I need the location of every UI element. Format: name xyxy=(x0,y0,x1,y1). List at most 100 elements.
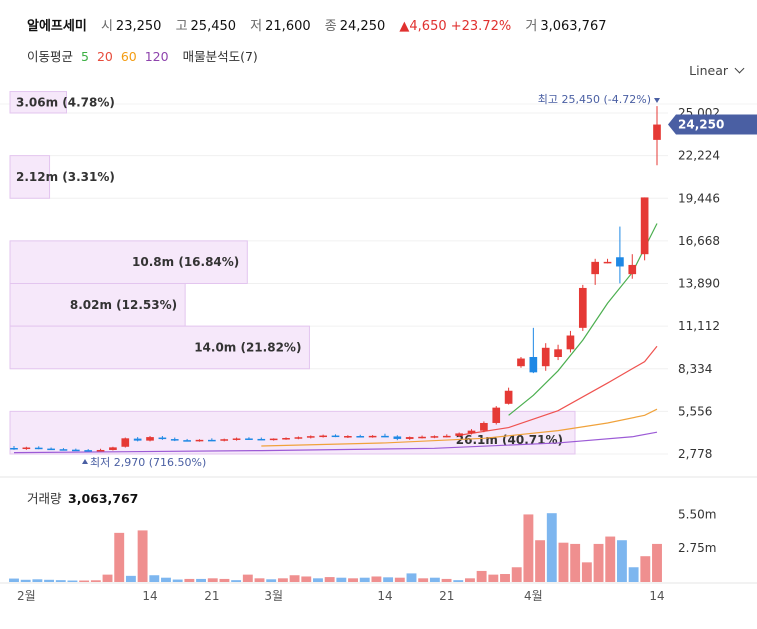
volume-bar xyxy=(44,579,55,582)
candle-body xyxy=(344,436,352,438)
current-price-tag xyxy=(668,114,757,135)
volume-bar xyxy=(535,540,546,582)
volume-bar xyxy=(313,578,323,582)
candle-body xyxy=(269,438,278,441)
volume-bar xyxy=(231,580,242,582)
volume-bar xyxy=(114,532,125,582)
ma120-line xyxy=(13,431,658,454)
min-price-marker xyxy=(82,459,88,464)
stock-name: 알에프세미 xyxy=(27,19,87,34)
candle-body xyxy=(356,436,365,438)
low-label: 저 xyxy=(250,19,263,34)
volume-bar xyxy=(546,513,557,582)
candle-body xyxy=(455,433,463,436)
candle-body xyxy=(170,439,179,441)
candle-body xyxy=(331,435,340,438)
ma20-line xyxy=(459,345,658,436)
volume-bar xyxy=(476,570,487,582)
candle-body xyxy=(146,437,154,441)
candle-body xyxy=(294,437,303,439)
volume-bar xyxy=(558,542,569,582)
candle-body xyxy=(554,349,562,357)
price-tick-label: 5,556 xyxy=(678,404,712,418)
max-price-label: 최고 25,450 (-4.72%) xyxy=(538,93,651,106)
volume-bar xyxy=(9,578,19,582)
volume-profile-bar xyxy=(9,155,51,199)
candle-body xyxy=(578,287,587,328)
ma120-label[interactable]: 120 xyxy=(144,49,169,64)
candle-body xyxy=(616,257,624,267)
volume-bar xyxy=(453,580,464,582)
candle-body xyxy=(47,448,55,451)
x-tick-label: 21 xyxy=(439,589,454,603)
candle-body xyxy=(232,438,241,440)
volume-bar xyxy=(55,580,66,582)
candle-body xyxy=(504,390,513,404)
volume-bar xyxy=(464,578,475,582)
x-tick-label: 14 xyxy=(377,589,392,603)
candle-body xyxy=(319,435,327,438)
candle-body xyxy=(195,439,204,442)
volume-label: 거 xyxy=(525,19,538,34)
candle-body xyxy=(245,438,253,440)
volume-bar xyxy=(242,574,253,582)
volume-profile-toggle[interactable]: 매물분석도(7) xyxy=(182,49,258,64)
candle-body xyxy=(158,437,167,440)
x-tick-label: 14 xyxy=(649,589,664,603)
volume-tick-label: 2.75m xyxy=(678,541,716,555)
candle-body xyxy=(208,439,216,442)
candle-body xyxy=(517,358,525,367)
moving-average-legend[interactable]: 이동평균 5 20 60 120 매물분석도(7) xyxy=(27,46,262,65)
price-tick-label: 22,224 xyxy=(678,149,720,163)
min-price-label: 최저 2,970 (716.50%) xyxy=(90,456,206,469)
volume-panel-value: 3,063,767 xyxy=(68,491,138,506)
volume-bar xyxy=(605,536,616,582)
candle-body xyxy=(640,197,649,255)
volume-bar xyxy=(429,577,440,582)
volume-profile-label: 3.06m (4.78%) xyxy=(16,95,115,109)
ma20-label[interactable]: 20 xyxy=(96,49,113,64)
candle-body xyxy=(84,450,93,452)
open-value: 23,250 xyxy=(115,19,162,34)
volume-bar xyxy=(67,580,78,582)
volume-bar xyxy=(79,580,90,582)
price-tick-label: 8,334 xyxy=(678,362,712,376)
change-value: ▲4,650 xyxy=(399,19,447,34)
volume-bar xyxy=(640,556,651,582)
x-tick-label: 2월 xyxy=(17,589,36,603)
volume-bar xyxy=(652,543,662,582)
volume-profile-bar xyxy=(9,283,186,327)
ma60-line xyxy=(261,408,658,447)
scale-value: Linear xyxy=(689,63,728,78)
candle-body xyxy=(121,438,130,447)
volume-bar xyxy=(406,573,417,582)
candle-body xyxy=(10,447,18,450)
candle-body xyxy=(541,347,550,367)
volume-bar xyxy=(500,574,510,582)
candle-body xyxy=(71,449,80,452)
volume-bar xyxy=(172,579,183,582)
volume-bar xyxy=(570,543,581,582)
high-value: 25,450 xyxy=(190,19,237,34)
volume-bar xyxy=(20,579,31,582)
candle-body xyxy=(529,356,538,373)
candle-body xyxy=(591,261,600,275)
candle-body xyxy=(183,440,191,442)
candle-body xyxy=(430,436,439,438)
volume-profile-label: 2.12m (3.31%) xyxy=(16,170,115,184)
candle-body xyxy=(628,264,637,275)
ma60-label[interactable]: 60 xyxy=(120,49,137,64)
volume-bar xyxy=(219,578,230,582)
candle-body xyxy=(480,422,488,431)
candle-body xyxy=(109,447,117,450)
volume-profile-bar xyxy=(9,91,67,114)
volume-bar xyxy=(593,543,604,582)
max-price-marker xyxy=(654,98,660,103)
volume-bar xyxy=(371,576,382,582)
scale-dropdown[interactable]: Linear xyxy=(689,63,745,78)
volume-bar xyxy=(254,578,265,582)
volume-bar xyxy=(90,580,101,582)
volume-bar xyxy=(102,574,113,582)
ma5-label[interactable]: 5 xyxy=(81,49,89,64)
